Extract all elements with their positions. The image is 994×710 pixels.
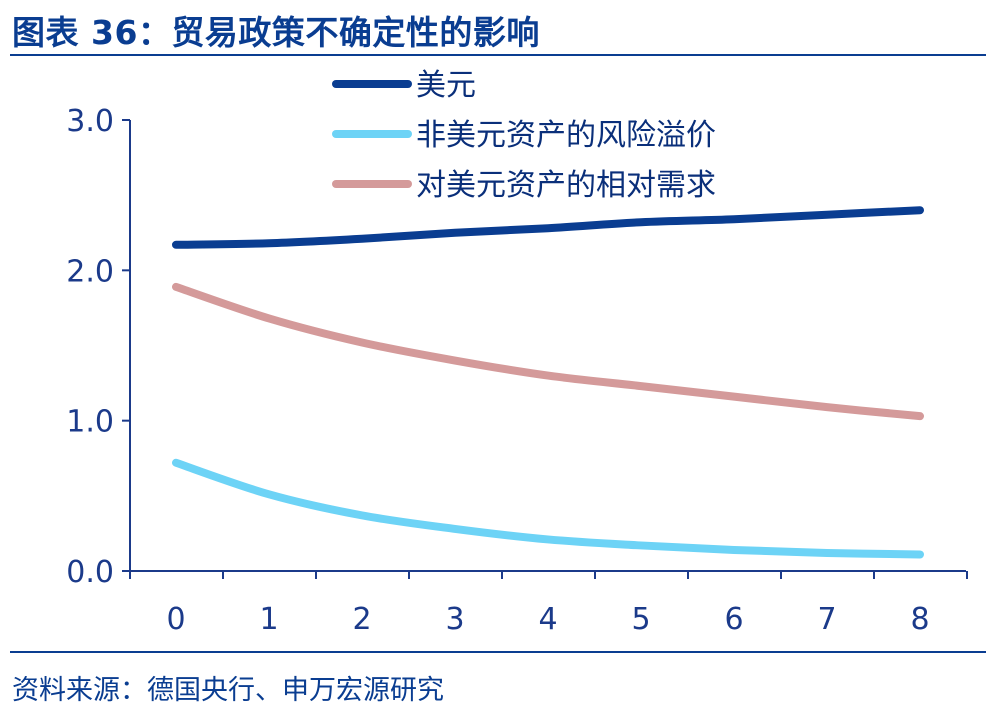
chart-axes: 0.0 1.0 2.0 3.0 0 1 2 3 4 5 6 7 8 (66, 104, 968, 637)
chart-series (172, 206, 924, 559)
series-line-1 (172, 458, 924, 559)
x-tick-label: 3 (445, 602, 464, 637)
x-tick-label: 4 (538, 602, 557, 637)
x-tick-label: 1 (259, 602, 278, 637)
chart-title: 图表 36：贸易政策不确定性的影响 (12, 13, 540, 52)
legend-label-1: 非美元资产的风险溢价 (416, 118, 716, 153)
y-tick-label: 3.0 (66, 104, 114, 139)
series-line-0 (172, 206, 924, 249)
source-note: 资料来源：德国央行、申万宏源研究 (12, 675, 444, 706)
legend-label-0: 美元 (416, 68, 476, 103)
x-tick-label: 2 (352, 602, 371, 637)
y-tick-label: 1.0 (66, 405, 114, 440)
series-line-2 (172, 282, 924, 421)
x-tick-label: 0 (166, 602, 185, 637)
legend-label-2: 对美元资产的相对需求 (416, 168, 716, 203)
title-divider (10, 54, 986, 56)
x-tick-label: 6 (724, 602, 743, 637)
source-divider (10, 651, 986, 653)
x-tick-label: 7 (817, 602, 836, 637)
x-tick-label: 8 (910, 602, 929, 637)
y-tick-label: 2.0 (66, 254, 114, 289)
x-tick-label: 5 (631, 602, 650, 637)
line-chart: 0.0 1.0 2.0 3.0 0 1 2 3 4 5 6 7 8 美元非美元资产的风险溢价对美元资产的… (66, 68, 968, 637)
y-tick-label: 0.0 (66, 555, 114, 590)
